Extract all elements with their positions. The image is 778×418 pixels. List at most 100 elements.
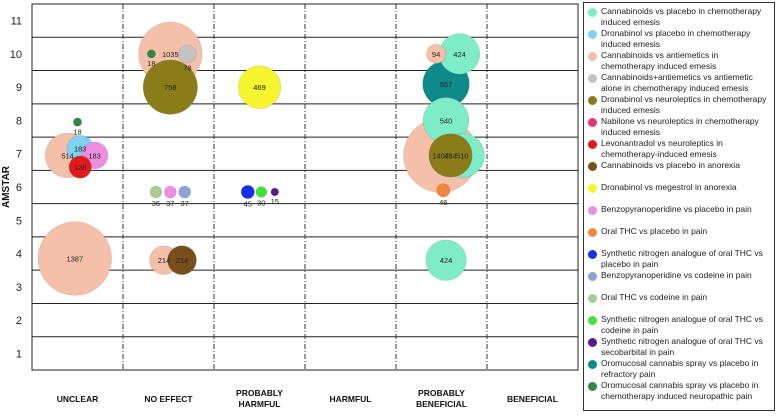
bubble xyxy=(237,65,282,109)
legend-label: Cannabinoids vs placebo in chemotherapy … xyxy=(601,6,762,27)
legend-swatch xyxy=(588,206,597,215)
legend-item: Dronabinol vs megestrol in anorexia xyxy=(588,182,770,203)
legend-label: Dronabinol vs placebo in chemotherapy in… xyxy=(601,28,751,49)
legend: Cannabinoids vs placebo in chemotherapy … xyxy=(583,2,775,411)
legend-label: Oromucosal cannabis spray vs placebo in … xyxy=(601,358,759,379)
legend-item: Cannabinoids vs placebo in chemotherapy … xyxy=(588,6,770,27)
legend-item: Cannabinoids+antiemetics vs antiemetic a… xyxy=(588,72,770,93)
bubble-label: 514 xyxy=(61,151,74,160)
bubble xyxy=(68,155,92,179)
bubble-label: 30 xyxy=(257,198,265,207)
legend-swatch xyxy=(588,162,597,171)
bubble-label: 183 xyxy=(88,151,101,160)
category-label: BENEFICIAL xyxy=(507,394,558,404)
y-tick-label: 4 xyxy=(16,249,22,261)
bubble-label: 214 xyxy=(158,256,171,265)
legend-label: Levonantradol vs neuroleptics in chemoth… xyxy=(601,138,723,159)
bubble-label: 214 xyxy=(176,256,189,265)
legend-item: Oromucosal cannabis spray vs placebo in … xyxy=(588,358,770,379)
bubble-label: 37 xyxy=(181,199,189,208)
category-label: HARMFUL xyxy=(329,394,371,404)
bubble-layer xyxy=(37,21,485,296)
legend-swatch xyxy=(588,96,597,105)
bubble xyxy=(37,221,112,296)
legend-label: Oromucosal cannabis spray vs placebo in … xyxy=(601,380,759,401)
legend-swatch xyxy=(588,30,597,39)
y-tick-label: 7 xyxy=(16,149,22,161)
legend-item: Nabilone vs neuroleptics in chemotherapy… xyxy=(588,116,770,137)
bubble-label: 510 xyxy=(456,151,469,160)
legend-label: Benzopyranoperidine vs codeine in pain xyxy=(601,270,752,280)
bubble-label: 183 xyxy=(74,145,87,154)
y-tick-label: 8 xyxy=(16,115,22,127)
legend-swatch xyxy=(588,250,597,259)
bubble-label: 557 xyxy=(440,80,453,89)
bubble xyxy=(255,186,268,198)
bubble xyxy=(178,185,192,199)
bubble-label: 469 xyxy=(253,83,266,92)
y-tick-label: 6 xyxy=(16,182,22,194)
y-tick-label: 5 xyxy=(16,215,22,227)
category-label: HARMFUL xyxy=(238,399,280,409)
bubble-label: 1035 xyxy=(162,50,179,59)
bubble-label: 18 xyxy=(73,127,81,136)
legend-item: Synthetic nitrogen analogue of oral THC … xyxy=(588,248,770,269)
legend-swatch xyxy=(588,184,597,193)
grid-layer xyxy=(31,3,579,371)
legend-label: Dronabinol vs megestrol in anorexia xyxy=(601,182,737,192)
bubble xyxy=(146,49,156,59)
bubble xyxy=(426,44,446,64)
bubble-label: 37 xyxy=(166,199,174,208)
category-label: BENEFICIAL xyxy=(416,399,467,409)
legend-item: Cannabinoids vs antiemetics in chemother… xyxy=(588,50,770,71)
bubble-label: 758 xyxy=(164,83,177,92)
bubble xyxy=(73,117,82,127)
bubble xyxy=(436,183,451,198)
y-axis-label: AMSTAR xyxy=(1,165,12,208)
category-label: NO EFFECT xyxy=(144,394,193,404)
category-label: PROBABLY xyxy=(236,388,283,398)
category-label: PROBABLY xyxy=(418,388,465,398)
bubble xyxy=(240,185,255,199)
legend-item: Cannabinoids vs placebo in anorexia xyxy=(588,160,770,181)
bubble-label: 78 xyxy=(183,64,191,73)
y-tick-label: 9 xyxy=(16,82,22,94)
legend-swatch xyxy=(588,8,597,17)
legend-item: Dronabinol vs neuroleptics in chemothera… xyxy=(588,94,770,115)
legend-item: Synthetic nitrogen analogue of oral THC … xyxy=(588,314,770,335)
bubble-label: 484 xyxy=(444,151,457,160)
bubble-label: 18 xyxy=(147,59,155,68)
legend-swatch xyxy=(588,382,597,391)
bubble-label: 15 xyxy=(271,197,279,206)
bubble xyxy=(178,44,197,63)
bubble-label: 424 xyxy=(453,50,466,59)
legend-swatch xyxy=(588,294,597,303)
bubble xyxy=(142,59,198,115)
legend-item: Dronabinol vs placebo in chemotherapy in… xyxy=(588,28,770,49)
legend-label: Nabilone vs neuroleptics in chemotherapy… xyxy=(601,116,759,137)
legend-label: Oral THC vs placebo in pain xyxy=(601,226,708,236)
legend-swatch xyxy=(588,338,597,347)
bubble-label: 45 xyxy=(244,200,252,209)
y-tick-label: 11 xyxy=(11,16,22,28)
legend-swatch xyxy=(588,272,597,281)
legend-swatch xyxy=(588,228,597,237)
legend-swatch xyxy=(588,316,597,325)
bubble-label: 128 xyxy=(74,163,87,172)
legend-label: Cannabinoids vs antiemetics in chemother… xyxy=(601,50,719,71)
bubble xyxy=(149,185,163,199)
legend-item: Oromucosal cannabis spray vs placebo in … xyxy=(588,380,770,401)
legend-swatch xyxy=(588,74,597,83)
legend-label: Benzopyranoperidine vs placebo in pain xyxy=(601,204,752,214)
bubble-label: 1407 xyxy=(432,151,449,160)
legend-label: Synthetic nitrogen analogue of oral THC … xyxy=(601,336,763,357)
bubble-label: 1387 xyxy=(66,255,83,264)
legend-item: Benzopyranoperidine vs placebo in pain xyxy=(588,204,770,225)
y-tick-label: 10 xyxy=(10,49,22,61)
bubble-label: 424 xyxy=(440,256,453,265)
legend-item: Oral THC vs codeine in pain xyxy=(588,292,770,313)
legend-item: Oral THC vs placebo in pain xyxy=(588,226,770,247)
bubble-label: 36 xyxy=(152,199,160,208)
